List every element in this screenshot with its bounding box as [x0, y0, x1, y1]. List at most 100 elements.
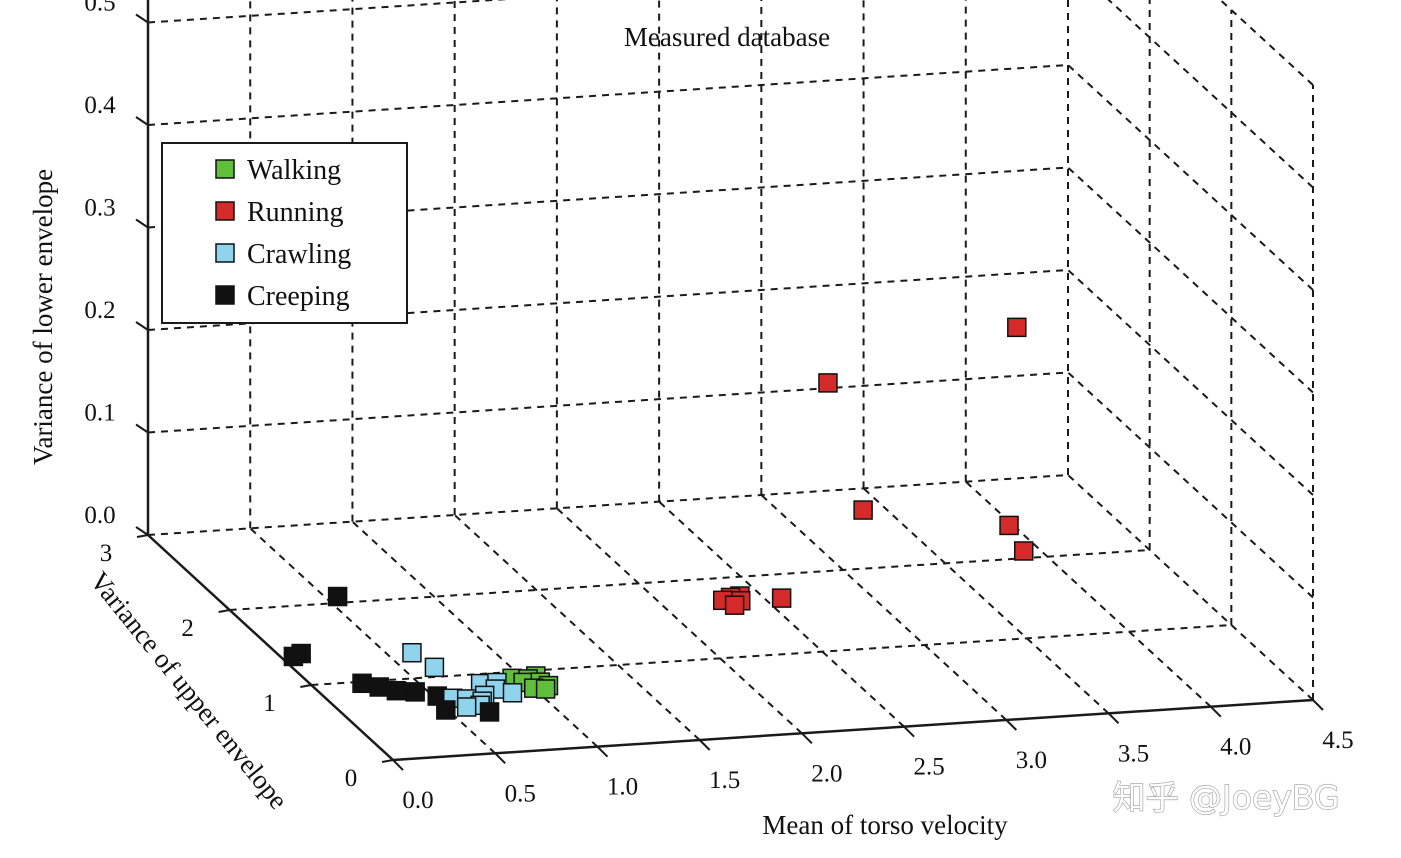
z-tick-mark [135, 116, 149, 126]
point-creeping [479, 702, 500, 722]
legend-label-walking: Walking [247, 155, 341, 186]
x-tick-mark [801, 732, 813, 745]
legend-box [161, 142, 408, 324]
point-creeping [369, 677, 389, 697]
y-tick-mark [381, 759, 394, 763]
point-running [853, 500, 873, 520]
grid-line [229, 549, 1150, 611]
x-tick-label: 0.5 [505, 780, 536, 807]
grid-line [1067, 474, 1314, 701]
grid-line [1067, 371, 1314, 599]
legend-swatch-walking [215, 159, 235, 179]
x-tick-label: 3.5 [1118, 740, 1149, 767]
grid-line [453, 514, 701, 741]
grid-lines [147, 0, 1314, 755]
grid-line [147, 371, 1069, 434]
grid-line [147, 64, 1069, 126]
point-crawling [502, 683, 523, 703]
point-creeping [386, 680, 407, 701]
x-tick-label: 0.0 [402, 787, 433, 814]
legend-label-crawling: Crawling [247, 239, 351, 270]
x-tick-mark [1210, 705, 1222, 718]
x-tick-label: 2.5 [913, 754, 944, 781]
legend-label-creeping: Creeping [247, 281, 350, 312]
grid-line [1067, 166, 1314, 394]
data-points [283, 317, 1034, 722]
grid-line [1067, 64, 1314, 291]
grid-line [862, 487, 1110, 715]
watermark-text: 知乎 @JoeyBG [1113, 778, 1340, 817]
grid-line [965, 480, 1212, 708]
legend-swatch-crawling [215, 243, 235, 263]
x-tick-mark [1005, 719, 1018, 731]
z-tick-label: 0.3 [84, 195, 115, 222]
z-tick-label: 0.5 [84, 0, 115, 17]
point-running [1007, 317, 1027, 338]
x-tick-label: 4.0 [1220, 734, 1251, 761]
grid-line [147, 166, 1069, 229]
axes [135, 0, 1324, 771]
z-tick-mark [135, 218, 149, 229]
x-tick-label: 3.0 [1016, 747, 1047, 774]
grid-line [147, 269, 1069, 331]
y-tick-label: 2 [181, 615, 194, 642]
point-crawling [424, 657, 445, 678]
z-tick-label: 0.2 [84, 297, 115, 324]
chart-title: Measured database [624, 22, 830, 52]
point-running [999, 515, 1019, 536]
point-running [771, 588, 792, 608]
y-axis-line [147, 534, 394, 761]
grid-line [760, 494, 1008, 721]
grid-line [658, 500, 905, 728]
legend-swatch-creeping [215, 285, 235, 305]
point-creeping [405, 682, 425, 702]
point-crawling [456, 697, 477, 717]
grid-line [1067, 269, 1314, 496]
z-tick-mark [135, 321, 149, 331]
grid-line [1107, 0, 1314, 189]
point-running [724, 595, 745, 615]
point-creeping [283, 646, 304, 667]
x-axis-label: Mean of torso velocity [762, 810, 1008, 840]
z-tick-label: 0.1 [84, 400, 115, 427]
legend-swatch-running [215, 201, 235, 221]
point-creeping [327, 586, 348, 607]
y-tick-label: 1 [263, 690, 276, 717]
grid-line [351, 520, 599, 748]
y-tick-mark [136, 534, 149, 538]
x-tick-mark [596, 745, 609, 758]
grid-line [311, 624, 1232, 686]
grid-line [147, 474, 1069, 536]
grid-line [249, 527, 496, 755]
point-creeping [352, 673, 372, 694]
point-walking [535, 679, 556, 699]
z-axis-label: Variance of lower envelope [28, 169, 58, 465]
z-tick-label: 0.4 [84, 92, 116, 119]
point-creeping [436, 700, 456, 720]
grid-line [1218, 0, 1314, 86]
y-tick-label: 3 [100, 540, 113, 567]
x-tick-label: 1.0 [607, 774, 638, 801]
grid-line [147, 0, 509, 24]
x-tick-label: 4.5 [1322, 727, 1353, 754]
y-tick-mark [218, 609, 230, 613]
z-tick-label: 0.0 [84, 502, 115, 529]
y-tick-mark [300, 684, 312, 688]
z-tick-mark [135, 526, 149, 536]
x-tick-mark [1312, 699, 1324, 711]
point-crawling [402, 642, 422, 663]
x-tick-mark [1107, 712, 1120, 725]
y-tick-label: 0 [345, 765, 358, 792]
z-tick-mark [135, 13, 149, 24]
grid-line [556, 507, 803, 735]
legend: Walking Running Crawling Creeping [161, 142, 408, 324]
point-running [818, 373, 838, 393]
x-tick-label: 2.0 [811, 760, 842, 787]
z-tick-mark [135, 423, 149, 434]
legend-label-running: Running [247, 197, 343, 228]
x-tick-mark [698, 739, 711, 751]
x-tick-mark [392, 759, 404, 771]
x-axis-line [392, 698, 1314, 762]
